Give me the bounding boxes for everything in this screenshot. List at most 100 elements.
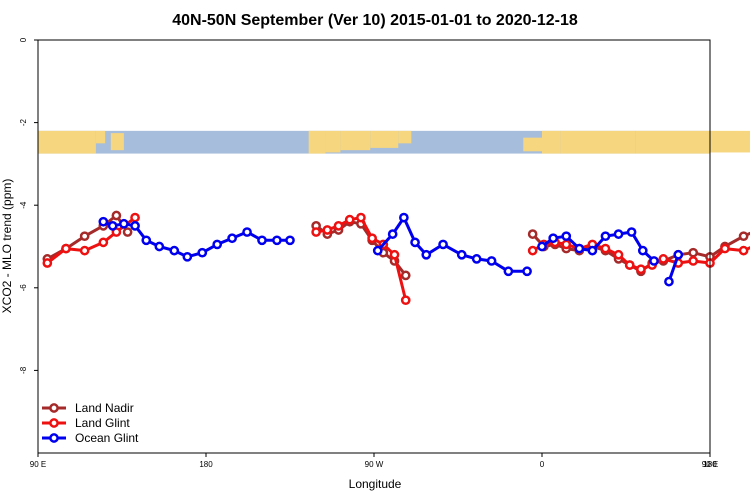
map-land: [308, 130, 326, 154]
x-tick-label: 90 E: [702, 460, 718, 469]
data-point: [738, 245, 749, 256]
data-point: [61, 243, 71, 254]
data-point: [637, 245, 648, 256]
y-tick-label: -8: [19, 366, 28, 374]
map-land: [370, 130, 399, 148]
data-point: [399, 212, 409, 223]
legend-label: Ocean Glint: [75, 431, 139, 445]
data-point: [486, 256, 497, 266]
data-point: [356, 212, 366, 223]
data-point: [107, 221, 118, 231]
map-land: [523, 137, 542, 152]
data-point: [169, 245, 180, 256]
data-point: [613, 229, 624, 239]
data-point: [548, 233, 559, 244]
data-point: [738, 231, 749, 242]
map-land: [635, 130, 710, 154]
y-axis: 0 -2 -4 -6 -8: [19, 37, 38, 374]
data-point: [98, 216, 109, 227]
map-land: [95, 130, 106, 144]
data-point: [141, 235, 152, 246]
data-point: [122, 227, 133, 237]
data-point: [400, 295, 411, 306]
data-point: [688, 256, 699, 266]
data-point: [242, 227, 252, 237]
data-point: [600, 243, 611, 254]
data-point: [79, 231, 90, 242]
data-point: [387, 229, 398, 239]
map-land: [560, 130, 636, 154]
data-point: [438, 239, 448, 250]
data-point: [600, 231, 611, 242]
x-axis-label: Longitude: [349, 477, 402, 491]
series-land-glint: [42, 212, 750, 306]
data-point: [197, 247, 208, 258]
data-point: [400, 270, 411, 281]
data-point: [587, 245, 598, 256]
data-point: [503, 266, 514, 277]
y-tick-label: -4: [19, 201, 28, 209]
data-point: [212, 239, 223, 250]
data-point: [119, 218, 129, 229]
chart-title: 40N-50N September (Ver 10) 2015-01-01 to…: [172, 12, 578, 29]
data-point: [658, 254, 669, 264]
data-point: [471, 254, 482, 264]
data-point: [421, 249, 432, 260]
data-point: [389, 249, 400, 260]
data-point: [182, 251, 193, 262]
world-map-strip: [38, 130, 750, 154]
data-point: [333, 221, 344, 231]
data-point: [720, 243, 730, 254]
plot-area: [42, 210, 750, 306]
data-point: [98, 237, 109, 248]
y-axis-label: XCO2 - MLO trend (ppm): [0, 179, 14, 314]
data-point: [574, 243, 585, 254]
data-point: [688, 247, 699, 258]
data-point: [527, 245, 538, 256]
data-point: [636, 264, 646, 275]
data-point: [344, 214, 355, 225]
data-point: [649, 256, 659, 266]
series-ocean-glint: [98, 212, 684, 287]
x-tick-label: 90 W: [365, 460, 384, 469]
map-land: [340, 130, 371, 151]
data-point: [522, 266, 532, 277]
data-point: [527, 229, 538, 239]
data-point: [626, 227, 637, 237]
map-land: [398, 130, 412, 144]
data-point: [624, 260, 635, 270]
data-point: [311, 227, 321, 237]
legend-marker: [49, 418, 59, 428]
data-point: [227, 233, 237, 244]
data-point: [367, 233, 377, 244]
data-point: [410, 237, 420, 248]
x-tick-label: 180: [703, 460, 717, 469]
data-point: [456, 249, 467, 260]
data-point: [272, 235, 282, 246]
map-land: [325, 130, 341, 153]
data-point: [154, 241, 165, 252]
data-point: [111, 210, 122, 221]
data-point: [130, 212, 140, 223]
map-land: [38, 130, 96, 154]
data-point: [285, 235, 295, 246]
map-land: [110, 133, 124, 151]
data-point: [322, 225, 333, 235]
legend-marker: [49, 403, 59, 413]
data-point: [257, 235, 267, 246]
y-tick-label: -6: [19, 284, 28, 292]
data-point: [79, 245, 90, 256]
data-point: [613, 249, 624, 260]
y-tick-label: 0: [19, 37, 28, 42]
legend-label: Land Nadir: [75, 401, 134, 415]
data-point: [537, 241, 547, 252]
series-line: [541, 230, 656, 263]
map-land: [542, 130, 561, 154]
x-tick-label: 180: [199, 460, 213, 469]
data-point: [42, 258, 53, 268]
data-point: [561, 239, 572, 250]
data-point: [664, 276, 674, 287]
x-tick-label: 90 E: [30, 460, 46, 469]
